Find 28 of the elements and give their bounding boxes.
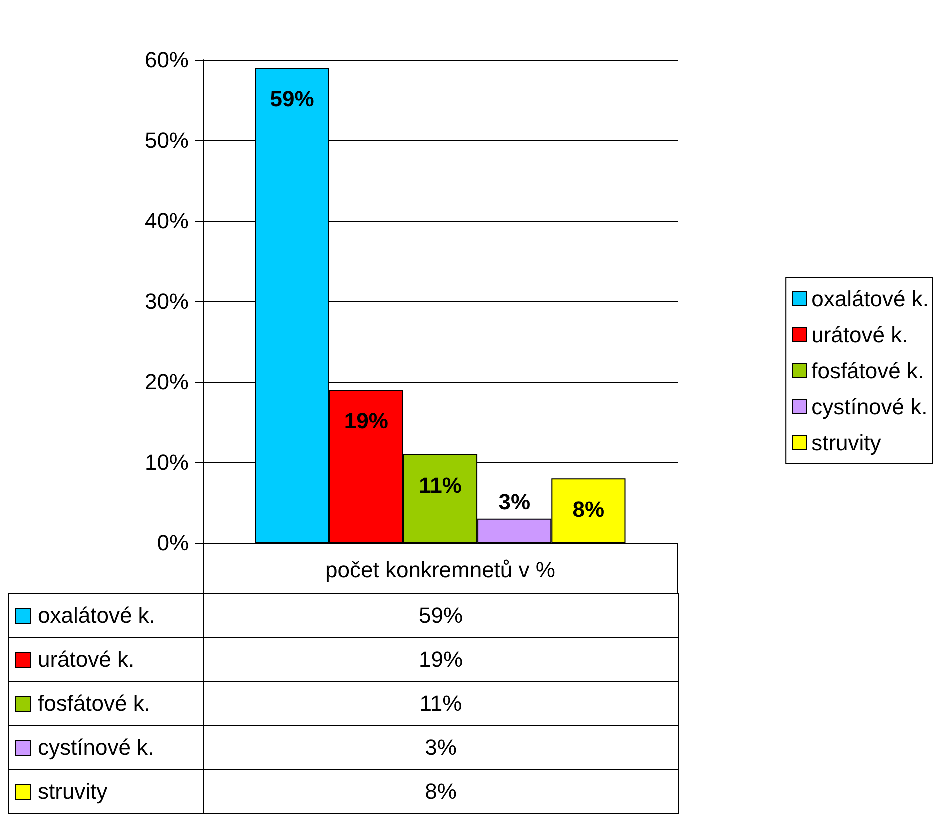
data-label: 59% bbox=[270, 86, 314, 112]
text: cystínové k. bbox=[38, 734, 154, 760]
text: urátové k. bbox=[812, 322, 908, 348]
legend-label: fosfátové k. bbox=[38, 690, 151, 716]
text: struvity bbox=[38, 778, 108, 804]
text: 59% bbox=[418, 602, 464, 628]
text: 19% bbox=[418, 646, 464, 672]
data-label: 3% bbox=[498, 489, 530, 514]
y-tick-label: 10% bbox=[144, 450, 189, 475]
y-tick-label: 40% bbox=[144, 208, 189, 234]
data-label: 8% bbox=[572, 497, 605, 522]
text: 11% bbox=[420, 690, 462, 716]
legend-label: struvity bbox=[812, 430, 882, 456]
x-tick-label: počet konkremnetů v % bbox=[326, 558, 556, 582]
text: 3% bbox=[425, 734, 457, 760]
text: 8% bbox=[425, 778, 457, 804]
legend-label: urátové k. bbox=[38, 646, 135, 672]
y-tick-label: 60% bbox=[144, 48, 189, 72]
y-tick-label: 30% bbox=[144, 289, 189, 314]
y-tick-label: 0% bbox=[157, 530, 189, 556]
text: fosfátové k. bbox=[812, 358, 924, 384]
data-label: 11% bbox=[419, 472, 462, 498]
y-tick-label: 50% bbox=[144, 128, 189, 153]
data-label: 19% bbox=[344, 408, 388, 434]
legend-label: oxalátové k. bbox=[38, 602, 156, 628]
text: oxalátové k. bbox=[812, 286, 930, 312]
legend-label: cystínové k. bbox=[812, 394, 928, 420]
y-tick-label: 20% bbox=[144, 370, 189, 394]
